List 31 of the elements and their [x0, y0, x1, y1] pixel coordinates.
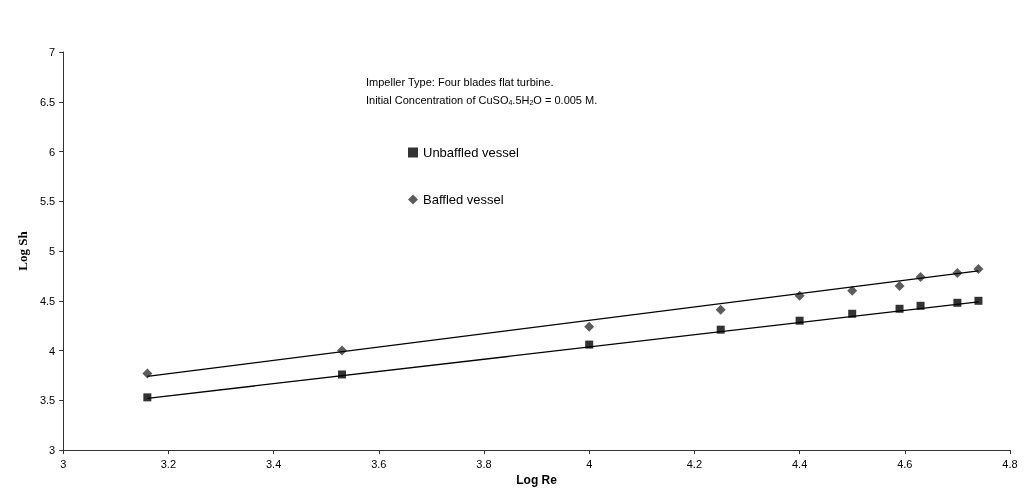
y-tick-label: 6.5 [39, 95, 56, 108]
point [715, 304, 726, 315]
x-tick-label: 3.4 [265, 457, 282, 470]
x-tick-label: 3.8 [476, 457, 492, 470]
point [142, 368, 153, 379]
y-tick-label: 3.5 [39, 394, 56, 407]
x-tick-label: 4 [586, 457, 593, 470]
y-tick-label: 7 [49, 46, 56, 58]
x-tick-label: 3 [60, 457, 67, 470]
y-tick-label: 6 [49, 145, 56, 158]
x-tick-label: 3.2 [160, 457, 177, 470]
point [973, 263, 984, 274]
y-tick-label: 5 [49, 245, 56, 258]
legend-label: Unbaffled vessel [423, 145, 519, 160]
x-tick-label: 4.6 [897, 457, 913, 470]
x-tick-label: 3.6 [371, 457, 387, 470]
x-tick-label: 4.2 [686, 457, 703, 470]
annotation: Impeller Type: Four blades flat turbine. [366, 75, 554, 88]
x-tick-label: 4.8 [1002, 457, 1018, 470]
y-tick-label: 3 [49, 444, 56, 457]
point [847, 285, 858, 296]
legend-label: Baffled vessel [423, 192, 504, 207]
y-axis-title: Log Sh [15, 230, 30, 271]
point [584, 321, 595, 332]
y-tick-label: 4.5 [39, 294, 56, 307]
x-tick-label: 4.4 [791, 457, 808, 470]
y-tick-label: 4 [49, 344, 56, 357]
x-axis-title: Log Re [516, 473, 558, 487]
point [894, 280, 905, 291]
point [143, 393, 152, 402]
y-tick-label: 5.5 [39, 195, 56, 208]
